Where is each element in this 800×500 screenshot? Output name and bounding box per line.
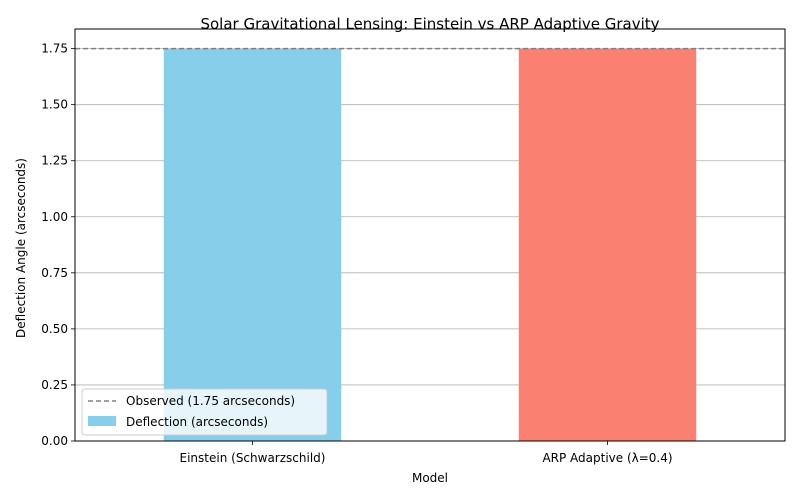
x-axis-label: Model — [412, 471, 448, 485]
y-tick-label: 0.00 — [41, 434, 68, 448]
y-tick-label: 1.25 — [41, 154, 68, 168]
y-axis-ticks: 0.00 0.25 0.50 0.75 1.00 1.25 1.50 1.75 — [41, 42, 75, 448]
legend-bar-swatch — [88, 416, 116, 426]
y-tick-label: 0.50 — [41, 322, 68, 336]
legend: Observed (1.75 arcseconds) Deflection (a… — [81, 388, 328, 436]
bar — [518, 48, 697, 441]
bars — [163, 48, 697, 441]
x-tick-label: ARP Adaptive (λ=0.4) — [542, 451, 672, 465]
legend-series-label: Deflection (arcseconds) — [126, 415, 268, 429]
bar — [163, 48, 342, 441]
x-tick-label: Einstein (Schwarzschild) — [180, 451, 326, 465]
x-axis-ticks: Einstein (Schwarzschild) ARP Adaptive (λ=… — [180, 441, 673, 465]
y-axis-label: Deflection Angle (arcseconds) — [14, 158, 28, 338]
chart-title: Solar Gravitational Lensing: Einstein vs… — [200, 15, 659, 33]
y-tick-label: 1.50 — [41, 98, 68, 112]
legend-box — [81, 388, 328, 436]
plot-frame — [74, 28, 786, 442]
y-tick-label: 0.75 — [41, 266, 68, 280]
legend-reference-label: Observed (1.75 arcseconds) — [126, 394, 295, 408]
y-tick-label: 0.25 — [41, 378, 68, 392]
y-tick-label: 1.00 — [41, 210, 68, 224]
y-tick-label: 1.75 — [41, 42, 68, 56]
